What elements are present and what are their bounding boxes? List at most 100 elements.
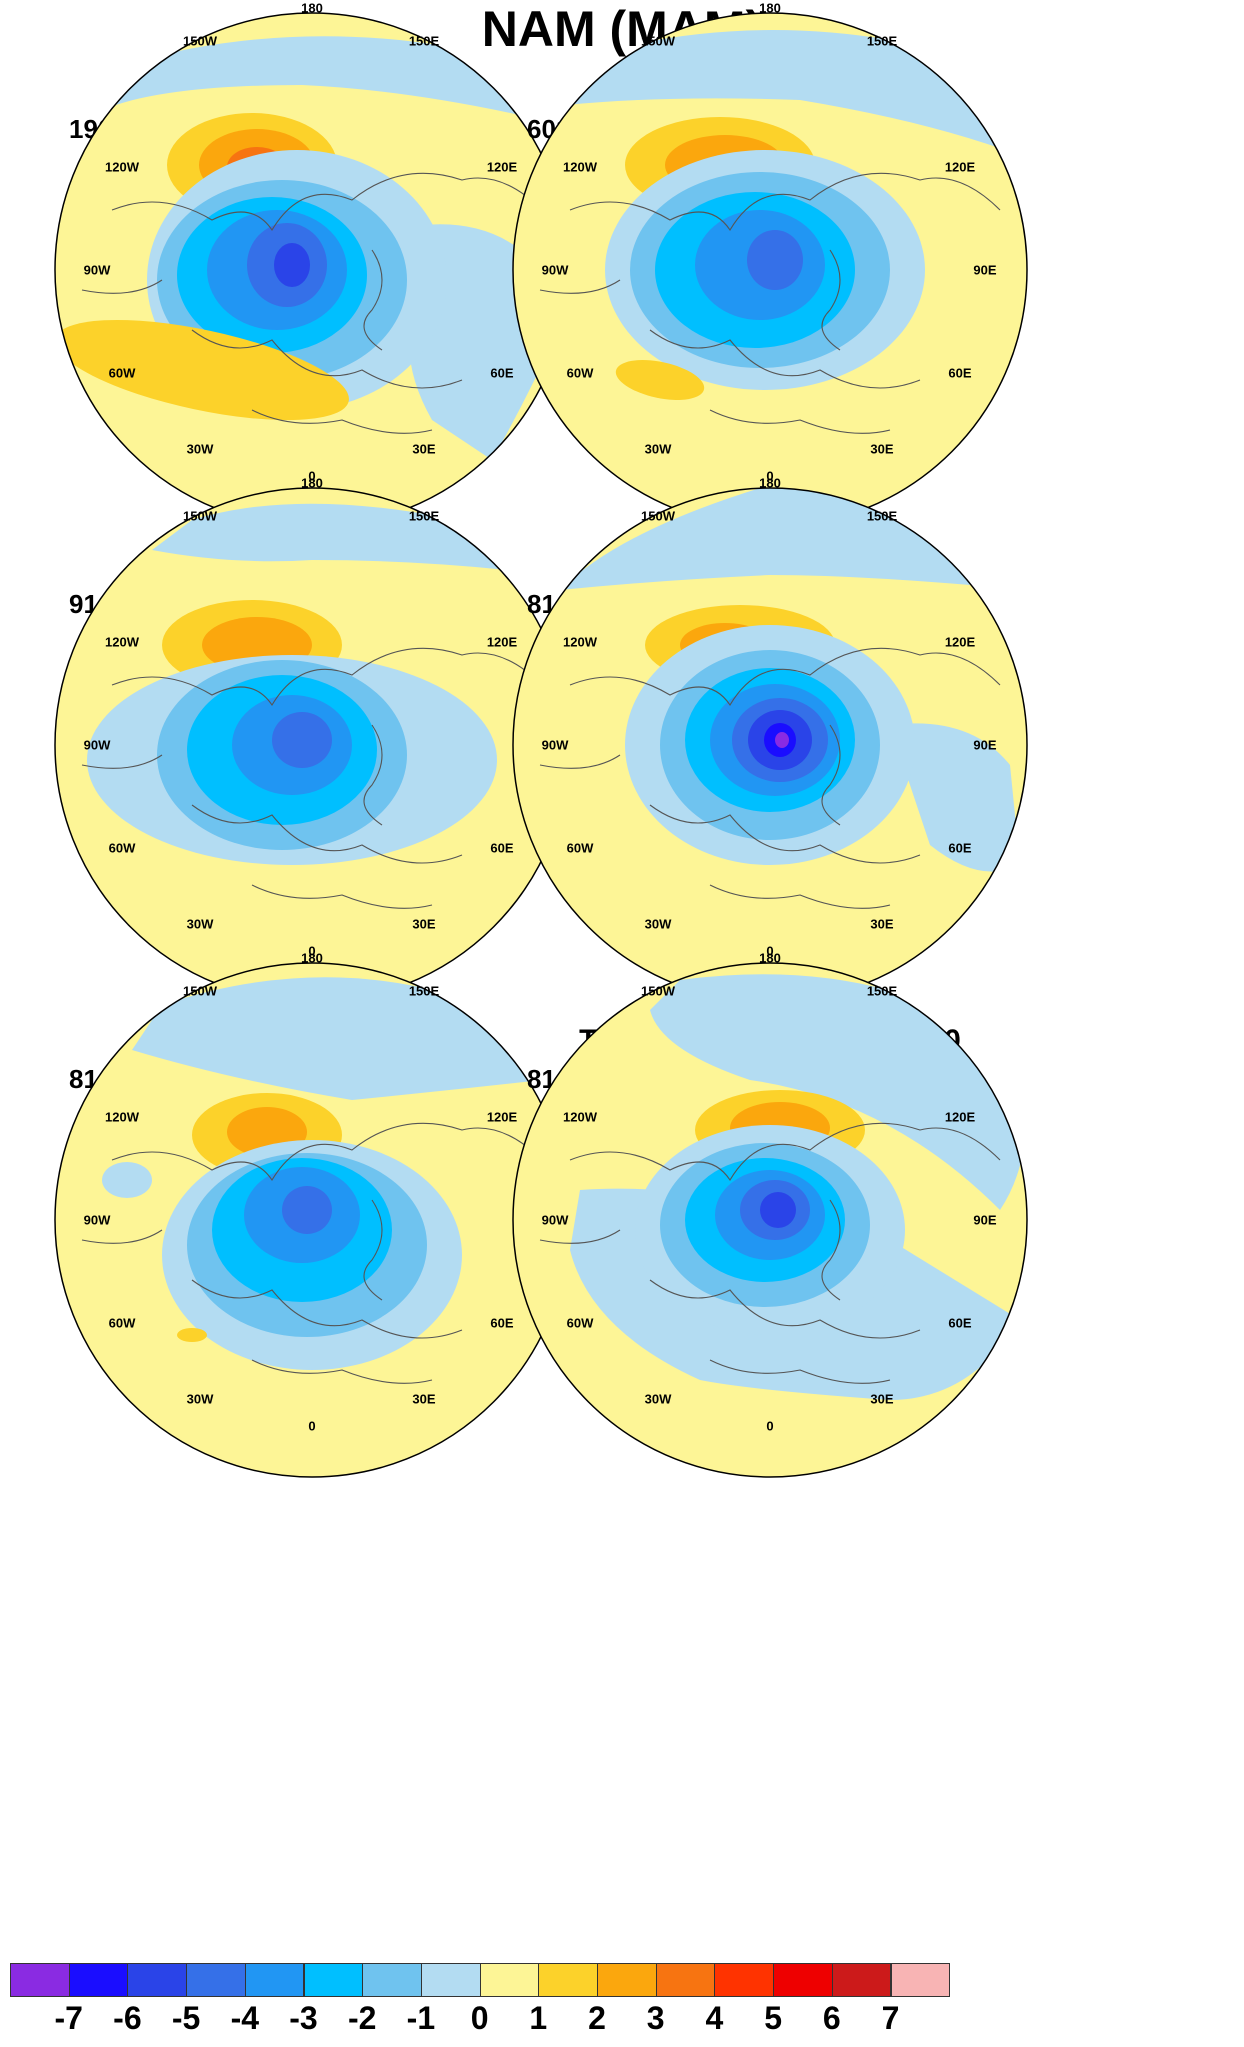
longitude-label: 90E [973, 1212, 997, 1228]
longitude-label: 120W [105, 634, 139, 650]
longitude-label: 30W [644, 441, 672, 457]
contour-region [55, 319, 349, 421]
longitude-label: 0 [308, 943, 316, 959]
longitude-label: 30E [412, 916, 436, 932]
longitude-label: 60E [490, 1315, 514, 1331]
longitude-label: 60W [108, 365, 136, 381]
colorbar-swatch [10, 1963, 70, 1997]
longitude-label: 150E [408, 983, 440, 999]
colorbar-swatch [890, 1963, 951, 1997]
colorbar-swatch [479, 1963, 540, 1997]
colorbar-swatch [362, 1963, 422, 1997]
colorbar-label: 1 [529, 2000, 548, 2036]
longitude-label: 90E [973, 262, 997, 278]
longitude-label: 30E [412, 1391, 436, 1407]
longitude-label: 120W [563, 1109, 597, 1125]
longitude-label: 60E [948, 365, 972, 381]
contour-region [565, 30, 1005, 150]
colorbar-swatch [420, 1963, 481, 1997]
longitude-label: 0 [766, 468, 774, 484]
longitude-label: 150E [408, 508, 440, 524]
longitude-label: 150E [408, 33, 440, 49]
longitude-label: 120W [563, 634, 597, 650]
longitude-label: 60E [490, 365, 514, 381]
longitude-label: 180 [301, 475, 323, 491]
longitude-label: 180 [759, 475, 781, 491]
longitude-label: 60W [108, 840, 136, 856]
longitude-label: 0 [766, 1418, 774, 1434]
contour-region [272, 712, 332, 768]
colorbar-swatch [538, 1963, 598, 1997]
colorbar-label: 2 [588, 2000, 606, 2036]
longitude-label: 0 [766, 943, 774, 959]
coastline [539, 172, 1001, 434]
polar-map [54, 12, 570, 528]
longitude-label: 120E [944, 634, 976, 650]
longitude-label: 60E [490, 840, 514, 856]
longitude-label: 150W [183, 33, 217, 49]
contour-region [760, 1192, 796, 1228]
colorbar-swatch [186, 1963, 246, 1997]
longitude-label: 30W [644, 1391, 672, 1407]
longitude-label: 60W [566, 840, 594, 856]
contour-region [650, 974, 1025, 1210]
longitude-label: 120E [486, 1109, 518, 1125]
longitude-label: 180 [759, 950, 781, 966]
longitude-label: 180 [759, 0, 781, 16]
contour-region [102, 1162, 152, 1198]
longitude-label: 30E [870, 916, 894, 932]
longitude-label: 120W [105, 1109, 139, 1125]
colorbar-swatch [773, 1963, 833, 1997]
longitude-label: 120W [563, 159, 597, 175]
longitude-label: 90E [973, 737, 997, 753]
polar-map [512, 487, 1028, 1003]
contour-region [282, 1186, 332, 1234]
longitude-label: 0 [308, 1418, 316, 1434]
colorbar-swatch [244, 1963, 305, 1997]
colorbar-label: 5 [764, 2000, 782, 2036]
colorbar-swatch [831, 1963, 892, 1997]
coastline [539, 1122, 1001, 1384]
coastline [81, 647, 543, 909]
coastline [81, 1122, 543, 1384]
longitude-label: 90W [83, 737, 111, 753]
colorbar-swatch [303, 1963, 364, 1997]
colorbar-swatch [68, 1963, 129, 1997]
colorbar-label: 0 [470, 2000, 489, 2036]
longitude-label: 30W [186, 441, 214, 457]
colorbar-label: 7 [881, 2000, 900, 2036]
longitude-label: 30E [412, 441, 436, 457]
longitude-label: 150E [866, 33, 898, 49]
longitude-label: 30W [186, 916, 214, 932]
longitude-label: 120E [486, 634, 518, 650]
colorbar-label: 3 [646, 2000, 665, 2036]
contour-region [177, 1328, 207, 1342]
contour-region [890, 723, 1020, 872]
longitude-label: 120E [486, 159, 518, 175]
contour-region [274, 243, 310, 287]
contour-region [102, 36, 542, 120]
longitude-label: 180 [301, 950, 323, 966]
longitude-label: 150W [183, 983, 217, 999]
colorbar-label: -2 [347, 2000, 377, 2036]
polar-map [512, 12, 1028, 528]
longitude-label: 150W [641, 33, 675, 49]
longitude-label: 60W [566, 365, 594, 381]
colorbar-label: -3 [289, 2000, 318, 2036]
colorbar-swatch [714, 1963, 775, 1997]
colorbar-label: -7 [54, 2000, 83, 2036]
map-frame [512, 962, 1028, 1478]
longitude-label: 150W [183, 508, 217, 524]
longitude-label: 60E [948, 840, 972, 856]
colorbar-label: 4 [705, 2000, 724, 2036]
colorbar-label: -4 [230, 2000, 260, 2036]
longitude-label: 150E [866, 983, 898, 999]
longitude-label: 30E [870, 1391, 894, 1407]
polar-map [54, 962, 570, 1478]
polar-map [512, 962, 1028, 1478]
colorbar-swatch [655, 1963, 716, 1997]
longitude-label: 120E [944, 159, 976, 175]
colorbar-swatch [127, 1963, 188, 1997]
longitude-label: 150W [641, 508, 675, 524]
longitude-label: 90W [541, 262, 569, 278]
